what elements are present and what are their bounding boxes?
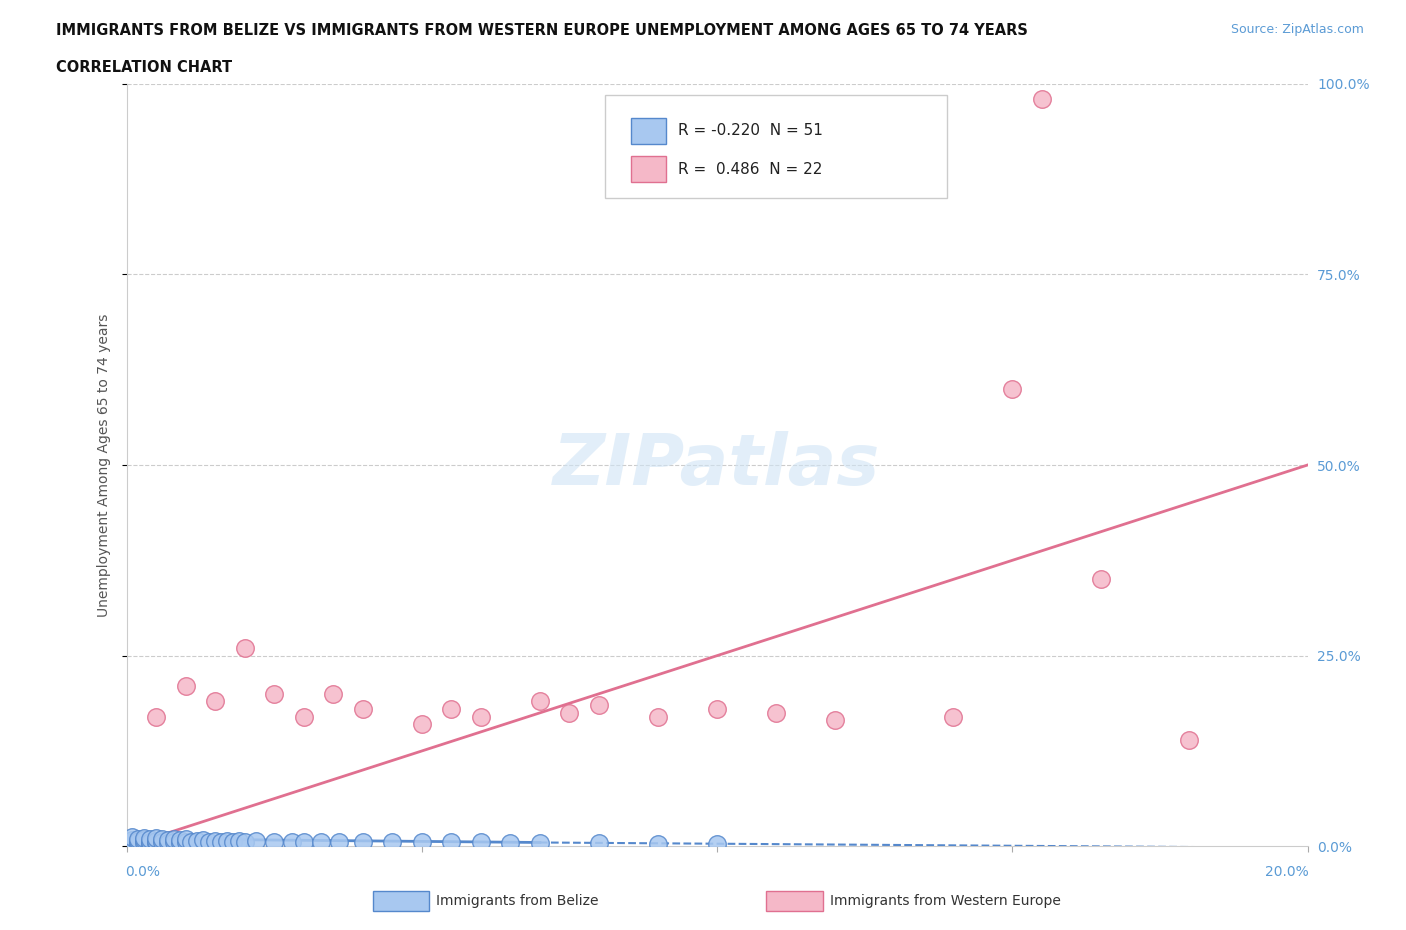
- Point: [174, 832, 197, 847]
- Text: 0.0%: 0.0%: [125, 865, 160, 880]
- Point: [186, 833, 208, 848]
- Point: [311, 834, 333, 849]
- Point: [647, 710, 669, 724]
- Point: [233, 641, 256, 656]
- Point: [647, 837, 669, 852]
- Point: [198, 834, 221, 849]
- Point: [470, 835, 492, 850]
- FancyBboxPatch shape: [631, 156, 666, 182]
- Point: [706, 701, 728, 716]
- Point: [228, 833, 250, 848]
- Point: [180, 834, 202, 849]
- Point: [139, 831, 162, 846]
- Text: CORRELATION CHART: CORRELATION CHART: [56, 60, 232, 75]
- Point: [233, 834, 256, 849]
- Point: [1090, 572, 1112, 587]
- Point: [121, 835, 143, 850]
- Point: [174, 679, 197, 694]
- Point: [292, 710, 315, 724]
- Y-axis label: Unemployment Among Ages 65 to 74 years: Unemployment Among Ages 65 to 74 years: [97, 313, 111, 617]
- Point: [499, 836, 522, 851]
- Point: [470, 710, 492, 724]
- Point: [156, 832, 179, 847]
- Text: IMMIGRANTS FROM BELIZE VS IMMIGRANTS FROM WESTERN EUROPE UNEMPLOYMENT AMONG AGES: IMMIGRANTS FROM BELIZE VS IMMIGRANTS FRO…: [56, 23, 1028, 38]
- Point: [942, 710, 965, 724]
- Point: [134, 836, 156, 851]
- Point: [169, 832, 191, 847]
- Point: [706, 837, 728, 852]
- Point: [281, 834, 304, 849]
- Point: [156, 836, 179, 851]
- Point: [529, 836, 551, 851]
- Point: [558, 706, 581, 721]
- Point: [765, 706, 787, 721]
- Point: [245, 833, 267, 848]
- Point: [145, 830, 167, 845]
- Point: [150, 835, 173, 850]
- Text: 20.0%: 20.0%: [1265, 865, 1309, 880]
- Point: [204, 694, 226, 709]
- Point: [127, 833, 149, 848]
- Point: [222, 834, 245, 849]
- Point: [134, 830, 156, 845]
- Point: [127, 831, 149, 846]
- Point: [322, 686, 344, 701]
- Point: [139, 834, 162, 849]
- Point: [529, 694, 551, 709]
- Point: [127, 837, 149, 852]
- Point: [1178, 732, 1201, 747]
- Point: [352, 834, 374, 849]
- Point: [381, 835, 404, 850]
- Point: [163, 835, 186, 850]
- Point: [121, 830, 143, 844]
- Point: [440, 835, 463, 850]
- Point: [411, 717, 433, 732]
- Point: [411, 835, 433, 850]
- Point: [169, 836, 191, 851]
- Point: [824, 713, 846, 728]
- Point: [292, 835, 315, 850]
- Point: [174, 835, 197, 850]
- Text: R = -0.220  N = 51: R = -0.220 N = 51: [678, 124, 823, 139]
- Point: [215, 833, 238, 848]
- FancyBboxPatch shape: [605, 95, 948, 198]
- Text: R =  0.486  N = 22: R = 0.486 N = 22: [678, 162, 823, 177]
- Point: [139, 837, 162, 852]
- Point: [145, 836, 167, 851]
- Point: [163, 832, 186, 847]
- Point: [150, 832, 173, 847]
- Point: [134, 832, 156, 847]
- Point: [1031, 91, 1053, 106]
- Text: ZIPatlas: ZIPatlas: [554, 431, 880, 499]
- Point: [440, 701, 463, 716]
- Point: [145, 833, 167, 848]
- Text: Source: ZipAtlas.com: Source: ZipAtlas.com: [1230, 23, 1364, 36]
- Text: Immigrants from Belize: Immigrants from Belize: [436, 894, 599, 909]
- Point: [1001, 381, 1024, 396]
- Point: [263, 835, 285, 850]
- Point: [121, 832, 143, 847]
- Point: [328, 835, 350, 850]
- FancyBboxPatch shape: [631, 118, 666, 144]
- Point: [588, 698, 610, 712]
- Point: [204, 833, 226, 848]
- Text: Immigrants from Western Europe: Immigrants from Western Europe: [830, 894, 1060, 909]
- Point: [263, 686, 285, 701]
- Point: [352, 701, 374, 716]
- Point: [588, 836, 610, 851]
- Point: [209, 834, 232, 849]
- Point: [193, 832, 215, 847]
- Point: [145, 710, 167, 724]
